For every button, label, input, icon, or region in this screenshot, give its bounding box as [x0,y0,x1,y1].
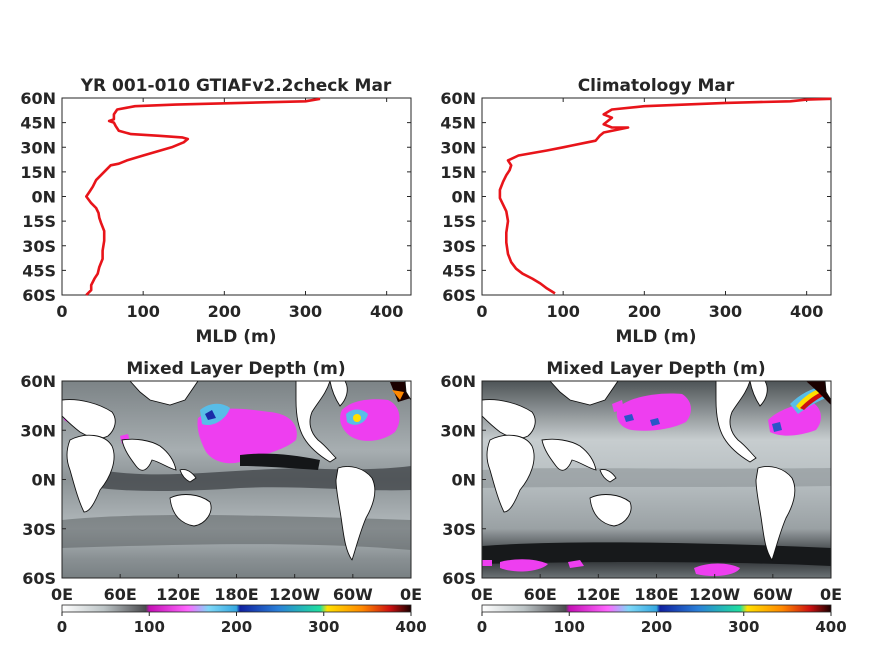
x-tick-label: 100 [126,302,159,321]
y-tick-label: 60S [442,286,476,305]
y-tick-label: 15S [22,212,56,231]
y-tick-label: 15S [442,212,476,231]
y-tick-label: 0N [31,188,56,207]
mld-profile-line-right [498,97,832,295]
colorbar-ticks-right: 0 100 200 300 400 [477,612,847,636]
lon-tick-label: 120E [156,585,200,604]
lon-tick-label: 180E [214,585,258,604]
map-title-left: Mixed Layer Depth (m) [126,359,345,379]
colorbar-tick-label: 0 [477,618,487,636]
colorbar-left [61,604,412,613]
x-tick-label: 300 [289,302,322,321]
chart-title-right: Climatology Mar [578,76,735,96]
x-tick-label: 0 [476,302,487,321]
colorbar-ticks-left: 0 100 200 300 400 [57,612,427,636]
lat-tick-label: 30N [20,421,56,440]
lat-tick-label: 60S [442,569,476,588]
axes-frame-right [481,97,832,296]
x-axis-label-right: MLD (m) [615,327,696,347]
x-tick-label: 200 [208,302,241,321]
y-tick-label: 45S [22,261,56,280]
colorbar-tick-label: 300 [728,618,759,636]
axis-ticks-right: 0 100 200 300 400 60N 45N 30N 15N 0N 15S 30S 45S 60S [440,89,831,321]
x-tick-label: 300 [709,302,742,321]
map-title-right: Mixed Layer Depth (m) [546,359,765,379]
y-tick-label: 0N [451,188,476,207]
y-tick-label: 15N [20,163,56,182]
lat-tick-label: 0N [451,471,476,490]
mld-profile-line-left [85,97,321,296]
profile-panel-right: Climatology Mar 0 100 200 300 400 60N 45N 30N 15… [440,76,832,347]
mld-map-right [482,381,831,578]
lon-tick-label: 120W [269,585,320,604]
y-tick-label: 60N [20,89,56,108]
colorbar-tick-label: 400 [395,618,426,636]
lon-tick-label: 60E [104,585,137,604]
lat-tick-label: 0N [31,471,56,490]
y-tick-label: 45N [20,114,56,133]
y-tick-label: 30N [20,138,56,157]
axis-ticks-left: 0 100 200 300 400 60N 45N 30N 15N 0N 15S 30S 45S 60S [20,89,411,321]
x-tick-label: 100 [546,302,579,321]
y-tick-label: 60S [22,286,56,305]
lon-tick-label: 0E [51,585,73,604]
chart-title-left: YR 001-010 GTIAFv2.2check Mar [80,76,392,96]
lon-tick-label: 0E [400,585,422,604]
lon-tick-label: 60W [333,585,373,604]
lat-tick-label: 60N [440,372,476,391]
lon-tick-label: 60E [524,585,557,604]
colorbar-tick-label: 400 [815,618,846,636]
lat-tick-label: 60N [20,372,56,391]
axes-frame-left [61,97,412,296]
colorbar-tick-label: 200 [641,618,672,636]
mld-map-left [62,381,411,578]
y-tick-label: 60N [440,89,476,108]
colorbar-tick-label: 0 [57,618,67,636]
profile-panel-left: YR 001-010 GTIAFv2.2check Mar 0 100 200 300… [20,76,412,347]
colorbar-tick-label: 300 [308,618,339,636]
colorbar-tick-label: 100 [554,618,585,636]
y-tick-label: 30N [440,138,476,157]
y-tick-label: 15N [440,163,476,182]
x-tick-label: 0 [56,302,67,321]
lon-tick-label: 180E [634,585,678,604]
x-tick-label: 400 [370,302,403,321]
lon-tick-label: 120W [689,585,740,604]
lat-tick-label: 60S [22,569,56,588]
y-tick-label: 45N [440,114,476,133]
colorbar-right [481,604,832,613]
colorbar-tick-label: 200 [221,618,252,636]
y-tick-label: 30S [442,237,476,256]
lat-tick-label: 30S [442,520,476,539]
y-tick-label: 45S [442,261,476,280]
y-tick-label: 30S [22,237,56,256]
x-axis-label-left: MLD (m) [195,327,276,347]
map-panel-right: Mixed Layer Depth (m) [440,359,846,636]
lat-tick-label: 30N [440,421,476,440]
map-panel-left: Mixed Layer Depth (m) [20,359,426,636]
map-ticks-left: 0E 60E 120E 180E 120W 60W 0E 60N 30N 0N 30S 60S [20,372,422,604]
x-tick-label: 400 [790,302,823,321]
lon-tick-label: 60W [753,585,793,604]
lat-tick-label: 30S [22,520,56,539]
lon-tick-label: 120E [576,585,620,604]
colorbar-tick-label: 100 [134,618,165,636]
lon-tick-label: 0E [471,585,493,604]
x-tick-label: 200 [628,302,661,321]
map-ticks-right: 0E 60E 120E 180E 120W 60W 0E 60N 30N 0N 30S 60S [440,372,842,604]
lon-tick-label: 0E [820,585,842,604]
